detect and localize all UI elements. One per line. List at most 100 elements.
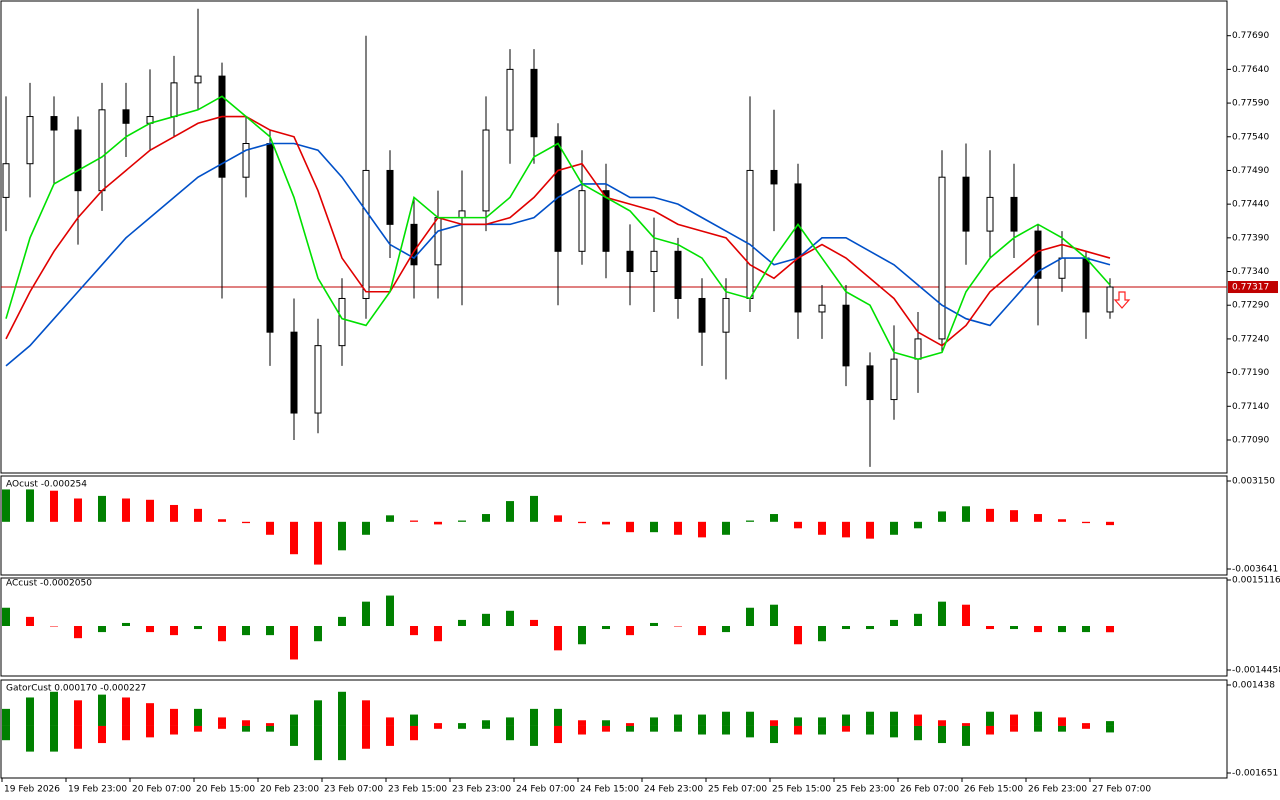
x-tick-label: 20 Feb 23:00 (260, 785, 319, 795)
candle-body (626, 250, 634, 273)
gator-bar (122, 725, 130, 741)
histogram-bar (122, 622, 130, 627)
gator-bar (554, 725, 562, 744)
gator-bar (482, 725, 490, 729)
histogram-bar (794, 626, 802, 645)
gator-bar (146, 725, 154, 738)
histogram-bar (938, 511, 946, 522)
histogram-bar (530, 495, 538, 522)
histogram-bar (242, 626, 250, 636)
histogram-bar (914, 521, 922, 529)
candle-body (938, 176, 946, 340)
histogram-bar (746, 520, 754, 522)
histogram-bar (386, 595, 394, 627)
candle-body (674, 250, 682, 299)
gator-bar (218, 725, 226, 729)
histogram-bar (314, 626, 322, 642)
candle-body (122, 109, 130, 124)
x-tick-label: 23 Feb 15:00 (388, 785, 447, 795)
candle-body (554, 136, 562, 252)
candle-body (434, 217, 442, 266)
histogram-bar (290, 626, 298, 660)
histogram-bar (842, 626, 850, 630)
gator-bar (650, 717, 658, 726)
histogram-bar (170, 504, 178, 522)
histogram-bar (386, 515, 394, 522)
histogram-bar (770, 604, 778, 627)
candle-body (602, 190, 610, 252)
gator-bar (338, 725, 346, 761)
gator-bar (74, 725, 82, 749)
gator-bar (506, 717, 514, 726)
gator-bar (770, 725, 778, 744)
gator-bar (122, 697, 130, 726)
candle-body (1058, 257, 1066, 279)
candle-body (914, 338, 922, 360)
histogram-bar (890, 521, 898, 535)
histogram-bar (650, 622, 658, 627)
x-tick-label: 26 Feb 23:00 (1028, 785, 1087, 795)
histogram-bar (674, 521, 682, 535)
histogram-bar (602, 626, 610, 630)
gator-bar (890, 725, 898, 738)
histogram-bar (818, 626, 826, 642)
gator-bar (194, 725, 202, 732)
gator-bar (50, 691, 58, 726)
y-tick-label: 0.001438 (1232, 681, 1275, 691)
y-tick-label: 0.77340 (1232, 267, 1269, 277)
gator-panel (0, 679, 1228, 779)
gator-bar (1082, 725, 1090, 729)
candle-body (1106, 286, 1114, 313)
gator-bar (362, 725, 370, 749)
gator-bar (338, 691, 346, 726)
gator-bar (746, 725, 754, 738)
candle-body (218, 75, 226, 178)
gator-bar (26, 697, 34, 726)
gator-bar (914, 714, 922, 726)
gator-bar (362, 700, 370, 726)
histogram-bar (98, 626, 106, 633)
indicator-title: AOcust -0.000254 (6, 480, 87, 490)
candle-body (74, 129, 82, 192)
histogram-bar (578, 626, 586, 645)
histogram-bar (146, 626, 154, 633)
gator-bar (698, 725, 706, 735)
histogram-bar (434, 626, 442, 642)
gator-bar (1010, 714, 1018, 726)
candle-body (962, 176, 970, 232)
gator-bar (842, 725, 850, 732)
gator-bar (698, 714, 706, 726)
gator-bar (962, 723, 970, 726)
histogram-bar (962, 604, 970, 627)
gator-bar (98, 725, 106, 744)
gator-bar (386, 717, 394, 726)
y-tick-label: 0.77090 (1232, 435, 1269, 445)
moving-average (5, 95, 1111, 360)
gator-bar (650, 725, 658, 732)
gator-bar (1010, 725, 1018, 732)
candle-body (530, 68, 538, 138)
y-tick-label: 0.003150 (1232, 477, 1275, 487)
candle-body (362, 169, 370, 299)
candle-body (266, 143, 274, 333)
gator-bar (482, 720, 490, 726)
histogram-bar (1106, 521, 1114, 526)
gator-bar (962, 725, 970, 746)
candle-body (338, 297, 346, 347)
gator-bar (578, 725, 586, 735)
candle-body (482, 129, 490, 212)
gator-bar (986, 725, 994, 735)
gator-bar (2, 725, 10, 741)
gator-bar (410, 725, 418, 741)
ao-panel (0, 475, 1228, 576)
gator-bar (1106, 725, 1114, 733)
histogram-bar (1034, 514, 1042, 522)
gator-bar (98, 694, 106, 726)
histogram-bar (218, 519, 226, 522)
candle-body (2, 163, 10, 198)
gator-bar (1034, 711, 1042, 726)
candle-body (746, 169, 754, 299)
histogram-bar (338, 616, 346, 627)
histogram-bar (506, 501, 514, 522)
